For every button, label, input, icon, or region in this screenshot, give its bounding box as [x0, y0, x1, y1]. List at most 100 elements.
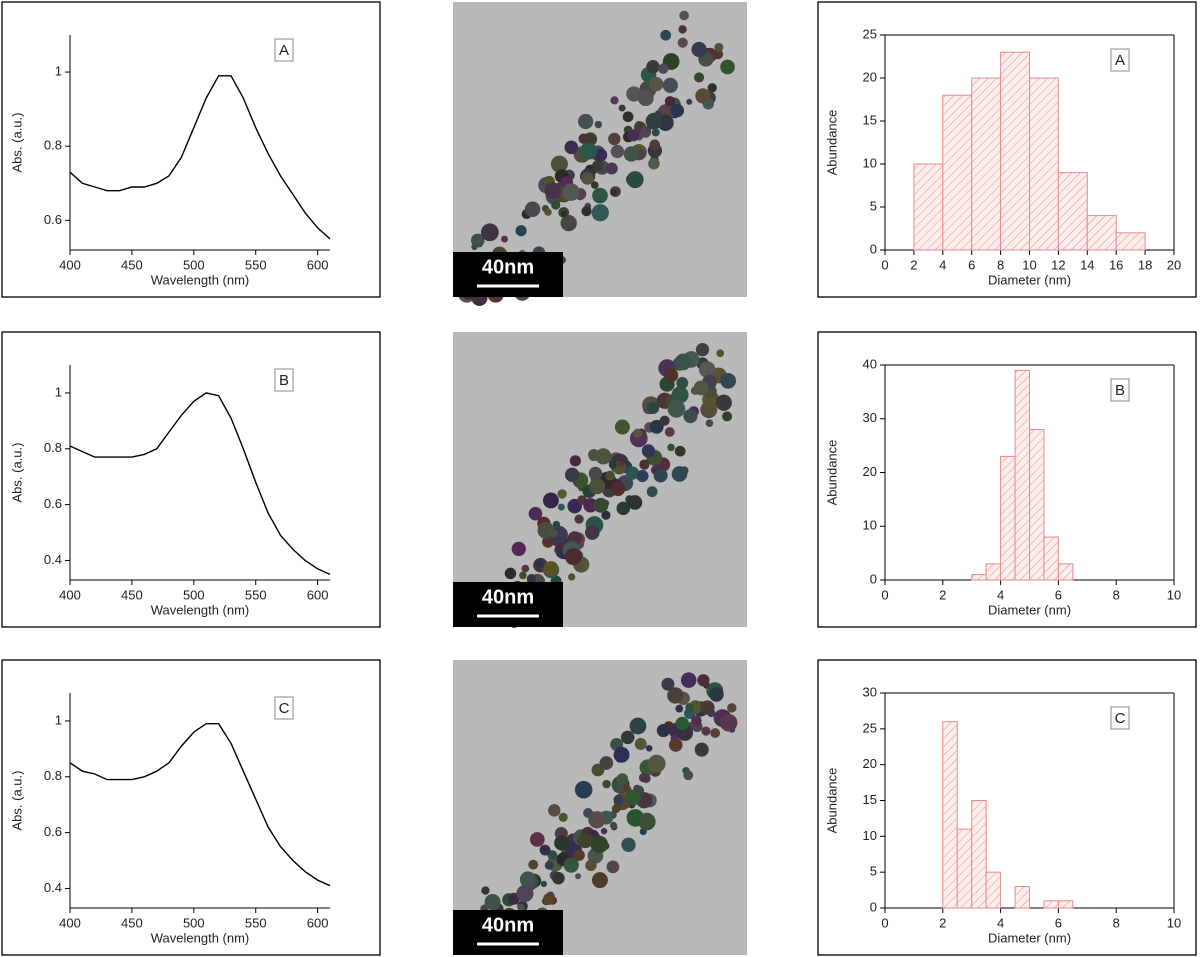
- particle: [621, 837, 636, 852]
- histogram-bar: [1043, 536, 1059, 581]
- particle: [550, 529, 558, 538]
- annotation: C: [279, 700, 290, 717]
- x-tick-label: 0: [881, 915, 888, 930]
- x-tick-label: 6: [968, 257, 975, 272]
- y-tick-label: 0.6: [44, 824, 62, 839]
- particle: [542, 492, 559, 509]
- y-tick-label: 0.8: [44, 440, 62, 455]
- x-tick-label: 450: [121, 587, 143, 602]
- scale-bar-box: [453, 582, 563, 627]
- particle: [716, 349, 725, 358]
- particle: [670, 103, 685, 118]
- particle: [590, 181, 599, 189]
- particle: [694, 72, 705, 83]
- particle: [528, 506, 543, 521]
- scale-bar-label: 40nm: [482, 914, 534, 936]
- particle: [547, 850, 558, 860]
- particle: [707, 708, 716, 718]
- particle: [613, 794, 624, 805]
- plot: 0 2 4 6 8 10 0 10 20 30 40 Diameter (nm) Abundance B: [817, 331, 1197, 628]
- particle: [552, 871, 565, 885]
- particle: [679, 10, 689, 21]
- particle: [691, 715, 702, 726]
- particle: [707, 83, 717, 93]
- y-tick-label: 0: [870, 571, 877, 586]
- annotation-box: [274, 696, 294, 720]
- particle: [683, 770, 694, 781]
- histogram-bar: [1029, 429, 1045, 581]
- particle: [519, 871, 536, 888]
- particle: [719, 713, 738, 732]
- y-tick-label: 0.8: [44, 138, 62, 153]
- histogram-bar: [956, 828, 973, 909]
- particle: [714, 42, 724, 52]
- x-tick-label: 4: [939, 257, 946, 272]
- y-axis-title: Abundance: [824, 110, 839, 176]
- y-tick-label: 5: [870, 864, 877, 879]
- annotation-box: [1110, 706, 1130, 730]
- particle: [524, 201, 541, 217]
- particle: [577, 832, 594, 849]
- histogram-bar: [1115, 232, 1146, 251]
- x-axis-title: Wavelength (nm): [151, 602, 250, 617]
- particle: [610, 96, 619, 105]
- particle: [683, 409, 698, 424]
- histogram-bar: [1014, 886, 1031, 909]
- plot: 0 2 4 6 8 10 12 14 16 18 20 0 5 10 15 20 25 Diameter (nm)…: [817, 1, 1197, 298]
- particle: [542, 535, 554, 548]
- particle: [648, 157, 660, 170]
- particle: [543, 892, 556, 905]
- particle: [484, 893, 501, 911]
- particle: [639, 459, 650, 470]
- particle: [720, 372, 737, 389]
- x-tick-label: 12: [1051, 257, 1065, 272]
- particle: [647, 754, 666, 773]
- x-axis-title: Wavelength (nm): [151, 272, 250, 287]
- particle: [578, 133, 589, 144]
- histogram-bar: [1057, 563, 1074, 581]
- histogram-bar: [971, 77, 1002, 251]
- annotation: B: [1115, 382, 1125, 399]
- x-tick-label: 500: [183, 915, 205, 930]
- annotation-box: [1110, 48, 1130, 72]
- particle: [528, 859, 539, 870]
- particle: [554, 835, 570, 851]
- y-tick-label: 20: [863, 756, 877, 771]
- y-tick-label: 0: [870, 241, 877, 256]
- particle: [544, 182, 562, 200]
- particle: [632, 428, 642, 438]
- y-tick-label: 0: [870, 899, 877, 914]
- particle: [481, 886, 490, 895]
- particle: [594, 120, 603, 129]
- particle: [627, 129, 640, 142]
- particle: [609, 821, 618, 830]
- particle: [569, 455, 581, 467]
- particle: [561, 210, 568, 217]
- histogram-bar: [942, 94, 973, 251]
- x-tick-label: 600: [307, 587, 329, 602]
- y-tick-label: 15: [863, 112, 877, 127]
- annotation-box: [1110, 378, 1130, 402]
- annotation: C: [1115, 710, 1126, 727]
- particle: [656, 723, 670, 738]
- particle: [624, 789, 641, 806]
- x-tick-label: 2: [910, 257, 917, 272]
- y-tick-label: 10: [863, 518, 877, 533]
- x-tick-label: 10: [1022, 257, 1036, 272]
- particle: [581, 205, 592, 217]
- panel-frame: [1, 659, 381, 956]
- particle: [651, 128, 660, 137]
- y-tick-label: 30: [863, 410, 877, 425]
- y-tick-label: 0.4: [44, 880, 62, 895]
- particle: [701, 726, 711, 736]
- particle: [543, 561, 559, 577]
- particle: [610, 144, 625, 159]
- particle: [564, 548, 582, 566]
- particle: [573, 849, 585, 861]
- y-axis-title: Abs. (a.u.): [9, 443, 24, 503]
- particle: [568, 573, 576, 581]
- particle: [544, 208, 552, 216]
- particle: [529, 832, 545, 847]
- panel-frame: [817, 331, 1197, 628]
